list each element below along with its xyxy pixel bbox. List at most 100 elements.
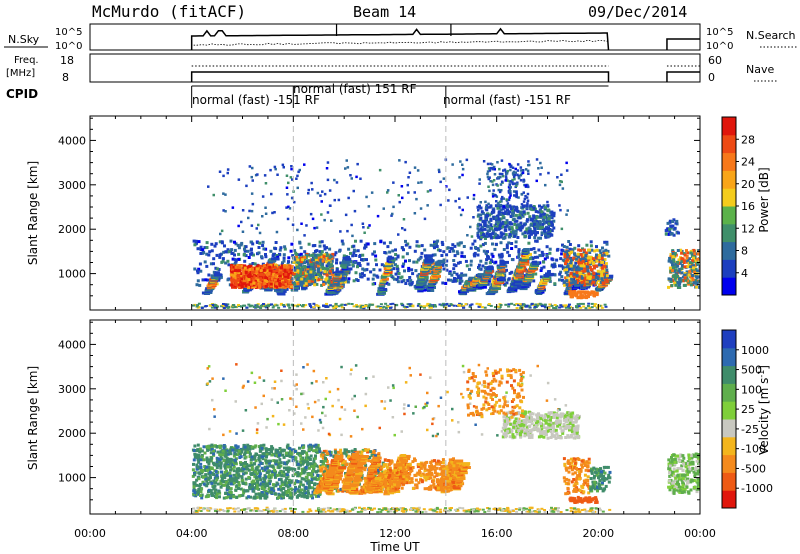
heatmap-cell <box>545 272 555 276</box>
heatmap-cell <box>574 261 578 265</box>
heatmap-cell <box>284 277 288 281</box>
heatmap-cell <box>537 248 541 252</box>
heatmap-cell <box>487 202 490 206</box>
heatmap-cell <box>402 279 406 282</box>
heatmap-cell <box>563 268 567 272</box>
heatmap-cell <box>575 271 579 275</box>
heatmap-cell <box>208 304 212 307</box>
heatmap-cell <box>567 257 571 261</box>
heatmap-cell <box>363 231 366 234</box>
heatmap-cell <box>512 230 515 234</box>
nsky-trace <box>190 24 700 51</box>
heatmap-cell <box>683 253 687 257</box>
heatmap-cell <box>667 277 671 281</box>
heatmap-cell <box>321 190 324 193</box>
heatmap-cell <box>595 248 599 252</box>
heatmap-cell <box>361 305 365 308</box>
heatmap-cell <box>273 165 277 169</box>
heatmap-cell <box>553 304 557 306</box>
heatmap-cell <box>455 272 459 276</box>
heatmap-cell <box>242 277 246 281</box>
heatmap-cell <box>546 204 550 208</box>
heatmap-cell <box>260 271 264 275</box>
heatmap-cell <box>587 262 590 266</box>
heatmap-cell <box>404 259 407 263</box>
heatmap-cell <box>692 273 696 277</box>
heatmap-cell <box>553 282 557 286</box>
heatmap-cell <box>290 265 294 269</box>
heatmap-cell <box>532 214 536 218</box>
heatmap-cell <box>563 283 567 287</box>
heatmap-cell <box>444 282 448 285</box>
heatmap-cell <box>518 270 524 274</box>
heatmap-cell <box>501 214 505 218</box>
heatmap-cell <box>534 210 538 213</box>
heatmap-cell <box>505 243 509 247</box>
heatmap-cell <box>469 259 473 263</box>
heatmap-cell <box>233 261 237 265</box>
heatmap-cell <box>469 304 472 307</box>
heatmap-cell <box>500 200 503 203</box>
heatmap-cell <box>501 174 505 178</box>
heatmap-cell <box>589 275 593 279</box>
heatmap-cell <box>465 158 469 162</box>
heatmap-cell <box>450 247 454 251</box>
heatmap-cell <box>293 268 297 272</box>
heatmap-cell <box>507 212 511 216</box>
heatmap-cell <box>500 189 503 192</box>
heatmap-cell <box>319 270 323 274</box>
heatmap-cell <box>507 303 511 306</box>
heatmap-cell <box>298 168 301 172</box>
heatmap-cell <box>461 208 464 212</box>
heatmap-cell <box>601 273 605 277</box>
heatmap-cell <box>505 198 508 201</box>
heatmap-cell <box>247 303 251 306</box>
heatmap-cell <box>334 307 337 309</box>
heatmap-cell <box>359 177 362 180</box>
heatmap-cell <box>290 303 294 306</box>
heatmap-cell <box>535 224 539 228</box>
heatmap-cell <box>521 169 525 172</box>
heatmap-cell <box>693 252 697 256</box>
heatmap-cell <box>296 174 299 178</box>
heatmap-cell <box>697 279 700 283</box>
heatmap-cell <box>534 239 538 243</box>
heatmap-cell <box>316 269 320 273</box>
heatmap-cell <box>513 232 517 236</box>
heatmap-cell <box>304 280 308 284</box>
heatmap-cell <box>286 217 290 221</box>
heatmap-cell <box>487 220 491 224</box>
heatmap-cell <box>461 273 465 277</box>
heatmap-cell <box>246 249 250 253</box>
heatmap-cell <box>197 267 201 271</box>
heatmap-cell <box>306 262 310 266</box>
heatmap-cell <box>547 270 551 273</box>
heatmap-cell <box>349 251 352 255</box>
heatmap-cell <box>433 246 436 250</box>
heatmap-cell <box>418 257 422 261</box>
heatmap-cell <box>532 206 536 210</box>
heatmap-cell <box>564 306 568 309</box>
heatmap-cell <box>573 280 577 284</box>
heatmap-cell <box>533 250 537 254</box>
heatmap-cell <box>267 271 271 275</box>
heatmap-cell <box>671 252 675 256</box>
heatmap-cell <box>438 249 442 253</box>
heatmap-cell <box>532 222 536 226</box>
heatmap-cell <box>287 205 290 209</box>
heatmap-cell <box>516 169 520 172</box>
heatmap-cell <box>362 268 366 272</box>
heatmap-cell <box>525 206 529 210</box>
heatmap-cell <box>483 266 487 269</box>
heatmap-cell <box>291 223 295 226</box>
heatmap-cell <box>495 215 499 218</box>
heatmap-cell <box>584 307 588 310</box>
heatmap-cell <box>495 220 499 224</box>
heatmap-cell <box>273 211 276 214</box>
heatmap-cell <box>279 271 283 275</box>
heatmap-cell <box>398 200 401 204</box>
heatmap-cell <box>259 307 263 309</box>
heatmap-cell <box>260 255 263 259</box>
heatmap-cell <box>478 267 482 271</box>
heatmap-cell <box>318 250 322 254</box>
